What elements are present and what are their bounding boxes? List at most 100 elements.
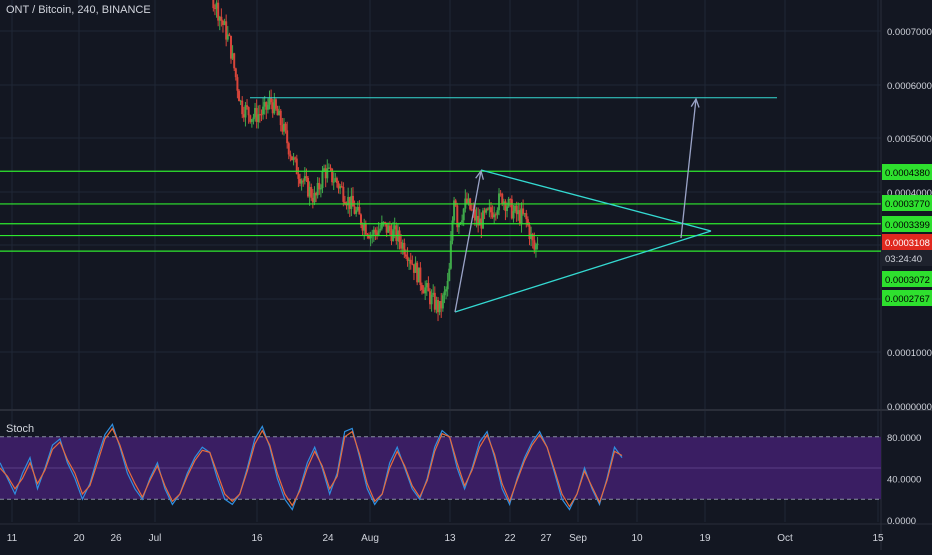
candle-body [281, 125, 284, 132]
candle-body [526, 219, 529, 226]
stoch-axis-tick-label: 0.0000 [887, 516, 916, 527]
x-axis-tick-label: 15 [872, 533, 884, 544]
candle-body [518, 210, 521, 224]
candle-body [284, 123, 287, 131]
candle-body [395, 225, 398, 241]
candle-body [432, 292, 435, 295]
candle-body [493, 214, 496, 218]
candle-body [507, 199, 510, 207]
candle-body [250, 119, 253, 122]
candle-body [223, 21, 226, 25]
candle-body [257, 114, 260, 123]
candle-body [506, 206, 509, 211]
candle-body [525, 213, 528, 220]
price-badge [882, 164, 932, 180]
candle-body [234, 68, 237, 78]
price-badge [882, 290, 932, 306]
candle-body [217, 2, 220, 21]
candle-body [454, 200, 457, 206]
candle-body [351, 195, 354, 207]
candle-body [448, 268, 451, 281]
price-badge-label: 0.0004380 [885, 168, 930, 179]
stoch-axis-tick-label: 80.0000 [887, 433, 921, 444]
candle-body [212, 0, 215, 9]
candle-body [417, 267, 420, 283]
candle-body [299, 178, 302, 184]
candle-body [483, 210, 486, 213]
candle-body [411, 263, 414, 265]
y-axis-tick-label: 0.0000000 [887, 402, 932, 413]
stoch-line-k [0, 422, 623, 511]
arrow-target-head [690, 97, 700, 108]
candle-body [329, 167, 332, 169]
candle-body [228, 34, 231, 36]
candle-body [295, 158, 298, 175]
candle-body [470, 209, 473, 211]
candle-body [258, 114, 261, 116]
candle-body [274, 99, 277, 109]
candle-body [359, 214, 362, 225]
candle-body [478, 218, 481, 226]
candle-body [215, 2, 218, 9]
candle-body [420, 285, 423, 290]
candle-body [300, 180, 303, 184]
candle-body [262, 106, 265, 115]
candle-body [481, 210, 484, 229]
arrow-target [680, 98, 697, 239]
candle-body [292, 157, 295, 161]
candle-body [459, 222, 462, 224]
candle-body [342, 186, 345, 202]
candle-body [512, 211, 515, 219]
candle-body [534, 244, 537, 250]
candle-body [440, 300, 443, 309]
candle-body [501, 193, 504, 205]
candle-body [350, 195, 353, 209]
candle-body [276, 108, 279, 116]
price-badge-label: 0.0003072 [885, 275, 930, 286]
candle-body [334, 178, 337, 182]
candle-body [456, 205, 459, 228]
candle-body [363, 223, 366, 231]
candle-body [430, 294, 433, 305]
y-axis-tick-label: 0.0001000 [887, 348, 932, 359]
candle-body [226, 34, 229, 40]
candle-body [247, 107, 250, 116]
candle-body [438, 300, 441, 313]
candle-body [465, 198, 468, 204]
y-axis-tick-label: 0.0006000 [887, 81, 932, 92]
candle-body [453, 200, 456, 221]
price-badge-label: 0.0002767 [885, 294, 930, 305]
candle-body [422, 289, 425, 294]
candle-body [315, 193, 318, 196]
candle-body [437, 299, 440, 313]
candle-body [435, 299, 438, 310]
candle-body [241, 100, 244, 115]
stoch-line-d [0, 427, 623, 508]
candle-body [433, 292, 436, 310]
x-axis-tick-label: Jul [149, 533, 162, 544]
candle-body [485, 208, 488, 213]
candle-body [331, 168, 334, 183]
chart-title: ONT / Bitcoin, 240, BINANCE [6, 4, 151, 16]
candle-body [379, 228, 382, 231]
candle-body [290, 156, 293, 161]
candle-body [425, 283, 428, 288]
candle-body [372, 229, 375, 235]
candle-body [536, 243, 539, 245]
candle-body [282, 123, 285, 132]
triangle-lower-line [454, 230, 712, 313]
candle-body [271, 102, 274, 114]
candle-body [416, 262, 419, 283]
candle-body [233, 53, 236, 69]
candle-body [252, 117, 255, 120]
candle-body [221, 20, 224, 25]
arrow-flagpole [454, 170, 482, 313]
candle-body [446, 280, 449, 290]
candle-body [406, 256, 409, 261]
candle-body [429, 291, 432, 305]
candle-body [488, 207, 491, 210]
price-badge [882, 216, 932, 232]
price-badge [882, 195, 932, 211]
